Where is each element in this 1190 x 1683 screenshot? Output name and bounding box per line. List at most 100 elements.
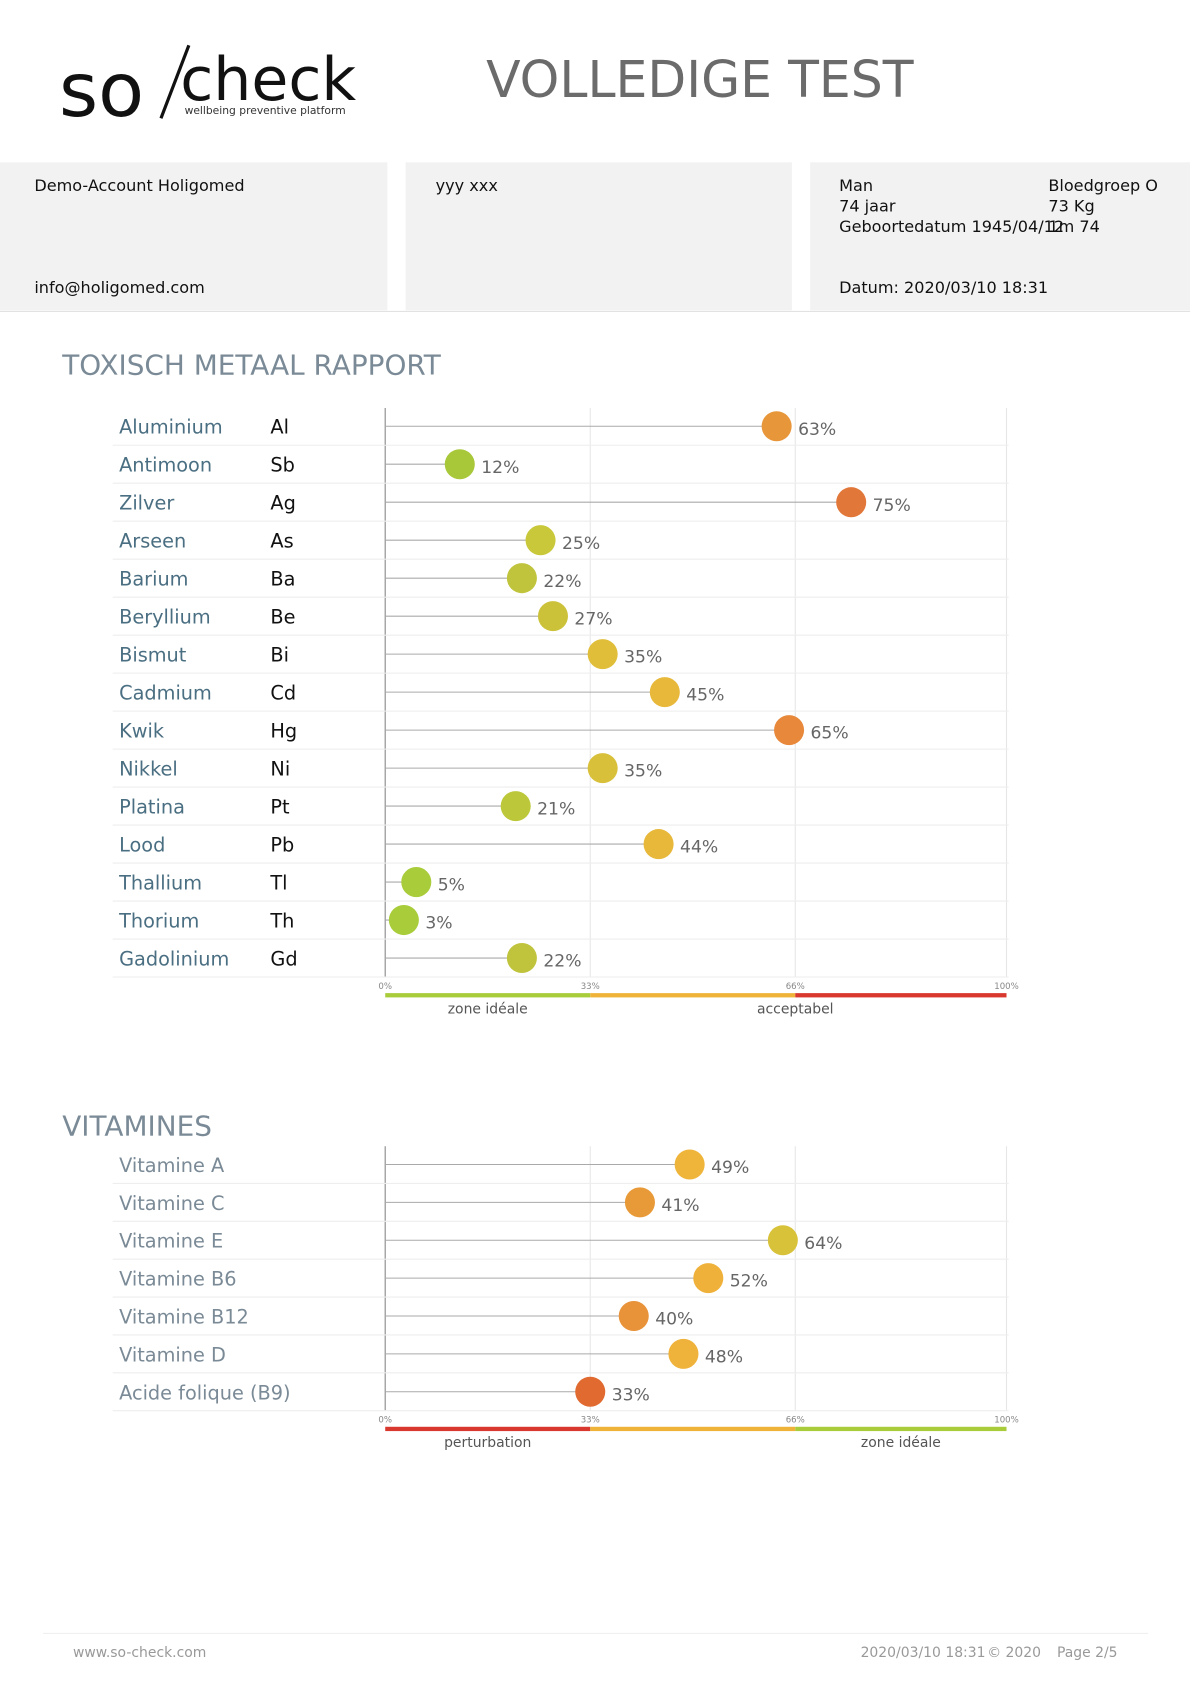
zone-bar — [795, 993, 1007, 998]
dot — [587, 639, 618, 670]
element-symbol: Tl — [269, 872, 287, 895]
row-label: Thallium — [118, 872, 202, 895]
dot — [388, 905, 419, 936]
dot — [693, 1263, 724, 1294]
row-label: Nikkel — [119, 758, 178, 781]
value-label: 75% — [873, 496, 911, 516]
row-label: Vitamine A — [119, 1154, 225, 1177]
zone-label: zone idéale — [448, 1002, 528, 1018]
dot — [767, 1225, 798, 1256]
value-label: 49% — [711, 1158, 749, 1178]
dot — [643, 829, 674, 860]
dot — [836, 487, 867, 518]
value-label: 35% — [624, 762, 662, 782]
footer-page: Page 2/5 — [1057, 1645, 1118, 1661]
value-label: 65% — [811, 724, 849, 744]
dot — [587, 753, 618, 784]
value-label: 3% — [425, 914, 452, 934]
logo-tagline: wellbeing preventive platform — [185, 104, 346, 117]
zone-label: zone idéale — [861, 1435, 941, 1451]
email: info@holigomed.com — [34, 278, 204, 297]
zone-bar — [385, 993, 591, 998]
footer-url: www.so-check.com — [73, 1645, 206, 1661]
element-symbol: Bi — [270, 644, 289, 667]
value-label: 22% — [543, 952, 581, 972]
dot — [506, 563, 537, 594]
blood-group: Bloedgroep O — [1048, 176, 1158, 195]
row-label: Acide folique (B9) — [119, 1381, 290, 1404]
logo: so check wellbeing preventive platform — [59, 44, 356, 134]
element-symbol: Th — [269, 910, 294, 933]
dot — [649, 677, 680, 708]
age: 74 jaar — [839, 197, 896, 216]
x-tick-label: 100% — [994, 982, 1019, 992]
element-symbol: Ba — [270, 568, 295, 591]
row-label: Barium — [119, 568, 188, 591]
element-symbol: Ag — [270, 492, 295, 515]
row-label: Bismut — [119, 644, 187, 667]
x-tick-label: 0% — [378, 982, 392, 992]
row-label: Vitamine B12 — [119, 1306, 249, 1329]
element-symbol: As — [270, 530, 293, 553]
account: Demo-Account Holigomed — [34, 176, 244, 195]
value-label: 52% — [730, 1272, 768, 1292]
value-label: 40% — [655, 1310, 693, 1330]
dot — [506, 943, 537, 974]
weight: 73 Kg — [1048, 197, 1094, 216]
value-label: 45% — [686, 686, 724, 706]
value-label: 12% — [481, 458, 519, 478]
x-tick-label: 66% — [786, 1415, 805, 1425]
info-box — [405, 162, 792, 311]
dot — [444, 449, 475, 480]
dot — [668, 1338, 699, 1369]
value-label: 5% — [438, 876, 465, 896]
dot — [624, 1187, 655, 1218]
element-symbol: Cd — [270, 682, 296, 705]
footer-copyright: © 2020 — [987, 1645, 1041, 1661]
height: 1m 74 — [1048, 217, 1099, 236]
value-label: 41% — [661, 1196, 699, 1216]
dot — [674, 1149, 705, 1180]
element-symbol: Pb — [270, 834, 294, 857]
logo-slash — [159, 44, 191, 119]
gender: Man — [839, 176, 873, 195]
section-title: TOXISCH METAAL RAPPORT — [61, 349, 442, 382]
value-label: 48% — [705, 1347, 743, 1367]
value-label: 22% — [543, 572, 581, 592]
element-symbol: Pt — [270, 796, 290, 819]
value-label: 25% — [562, 534, 600, 554]
element-symbol: Hg — [270, 720, 297, 743]
dot — [575, 1376, 606, 1407]
x-tick-label: 100% — [994, 1415, 1019, 1425]
element-symbol: Ni — [270, 758, 290, 781]
row-label: Vitamine E — [119, 1230, 223, 1253]
row-label: Zilver — [119, 492, 174, 515]
row-label: Kwik — [119, 720, 165, 743]
value-label: 21% — [537, 800, 575, 820]
x-tick-label: 0% — [378, 1415, 392, 1425]
row-label: Cadmium — [119, 682, 212, 705]
value-label: 35% — [624, 648, 662, 668]
zone-label: perturbation — [444, 1435, 531, 1451]
dot — [500, 791, 531, 822]
row-label: Gadolinium — [119, 948, 229, 971]
info-box — [810, 162, 1190, 311]
test-date: Datum: 2020/03/10 18:31 — [839, 278, 1048, 297]
element-symbol: Sb — [270, 454, 295, 477]
section-title: VITAMINES — [62, 1110, 212, 1143]
zone-label: acceptabel — [757, 1002, 834, 1018]
x-tick-label: 33% — [581, 1415, 600, 1425]
element-symbol: Gd — [270, 948, 297, 971]
page-title: VOLLEDIGE TEST — [486, 50, 914, 109]
zone-bar — [590, 1426, 796, 1432]
zone-bar — [590, 993, 796, 998]
element-symbol: Al — [270, 416, 289, 439]
dot — [774, 715, 805, 746]
x-tick-label: 66% — [786, 982, 805, 992]
dot — [618, 1300, 649, 1332]
value-label: 64% — [804, 1234, 842, 1254]
row-label: Vitamine D — [119, 1343, 226, 1366]
row-label: Platina — [119, 796, 185, 819]
patient-name: yyy xxx — [436, 176, 498, 195]
